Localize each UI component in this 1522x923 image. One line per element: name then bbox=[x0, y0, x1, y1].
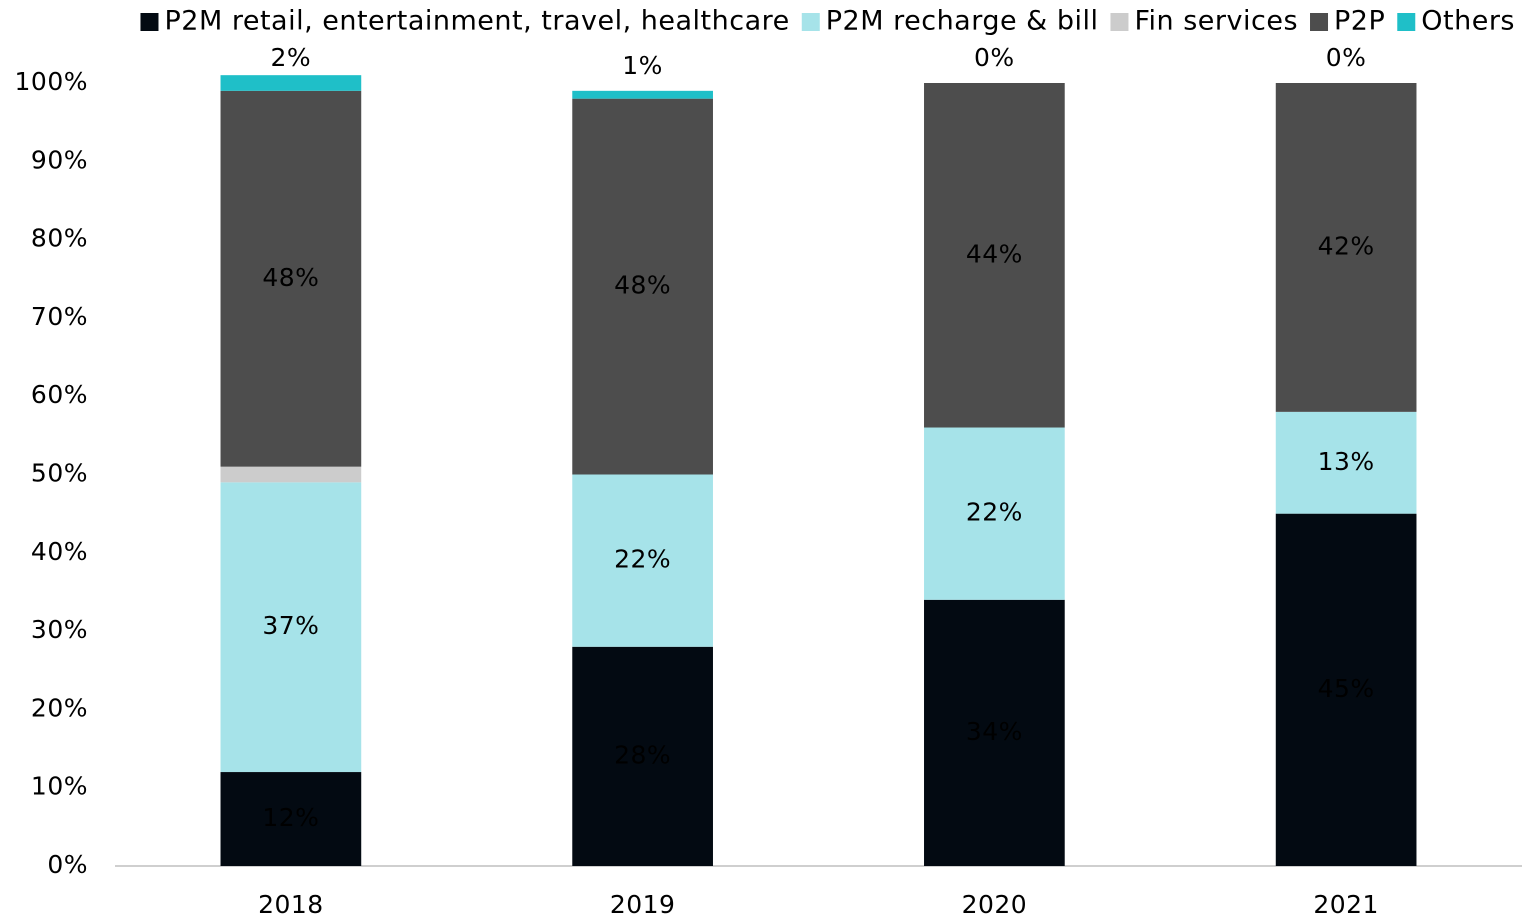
legend-marker bbox=[1310, 13, 1329, 31]
y-tick-label: 90% bbox=[31, 145, 88, 174]
legend-label: P2P bbox=[1334, 6, 1385, 37]
y-tick-label: 10% bbox=[31, 772, 88, 801]
bar-segment bbox=[572, 90, 713, 99]
bar-segment bbox=[220, 772, 362, 866]
y-tick-label: 60% bbox=[31, 380, 88, 409]
legend-label: Others bbox=[1421, 6, 1515, 37]
data-label: 12% bbox=[262, 803, 319, 832]
legend: P2M retail, entertainment, travel, healt… bbox=[140, 6, 1515, 37]
x-tick-label: 2020 bbox=[962, 890, 1028, 919]
data-label: 13% bbox=[1318, 447, 1375, 476]
bar-segment bbox=[220, 90, 362, 467]
data-label: 0% bbox=[974, 43, 1015, 72]
data-label: 28% bbox=[614, 740, 671, 769]
legend-label: P2M retail, entertainment, travel, healt… bbox=[164, 6, 789, 37]
y-tick-label: 70% bbox=[31, 302, 88, 331]
legend-marker bbox=[1397, 13, 1416, 31]
legend-label: Fin services bbox=[1134, 6, 1298, 37]
data-label: 44% bbox=[966, 239, 1023, 268]
bar-segment bbox=[924, 427, 1065, 600]
data-label: 22% bbox=[614, 545, 671, 574]
data-label: 1% bbox=[622, 51, 663, 80]
bar-segment bbox=[924, 83, 1065, 428]
x-tick-label: 2019 bbox=[610, 890, 676, 919]
y-tick-label: 30% bbox=[31, 615, 88, 644]
y-tick-label: 20% bbox=[31, 693, 88, 722]
x-tick-label: 2018 bbox=[258, 890, 324, 919]
legend-marker bbox=[1110, 13, 1129, 31]
bar-segment bbox=[1275, 513, 1417, 866]
data-label: 48% bbox=[614, 271, 671, 300]
bar-segment bbox=[220, 466, 362, 483]
y-tick-label: 40% bbox=[31, 537, 88, 566]
legend-label: P2M recharge & bill bbox=[826, 6, 1099, 37]
data-label: 48% bbox=[262, 263, 319, 292]
data-label: 45% bbox=[1318, 674, 1375, 703]
bar-segment bbox=[924, 599, 1065, 866]
data-label: 22% bbox=[966, 498, 1023, 527]
data-label: 2% bbox=[271, 43, 312, 72]
data-label: 42% bbox=[1318, 231, 1375, 260]
data-label: 37% bbox=[262, 611, 319, 640]
y-tick-label: 100% bbox=[15, 67, 88, 96]
data-label: 34% bbox=[966, 717, 1023, 746]
bar-segment bbox=[572, 474, 713, 647]
data-label: 0% bbox=[1326, 43, 1367, 72]
y-tick-label: 80% bbox=[31, 224, 88, 253]
legend-marker bbox=[140, 13, 159, 31]
y-tick-label: 0% bbox=[47, 850, 88, 879]
bar-segment bbox=[572, 646, 713, 866]
bar-segment bbox=[572, 98, 713, 475]
bar-segment bbox=[220, 482, 362, 773]
legend-marker bbox=[801, 13, 820, 31]
x-tick-label: 2021 bbox=[1313, 890, 1379, 919]
y-tick-label: 50% bbox=[31, 459, 88, 488]
bar-segment bbox=[1275, 83, 1417, 412]
bar-segment bbox=[1275, 411, 1417, 514]
bar-segment bbox=[220, 75, 362, 91]
